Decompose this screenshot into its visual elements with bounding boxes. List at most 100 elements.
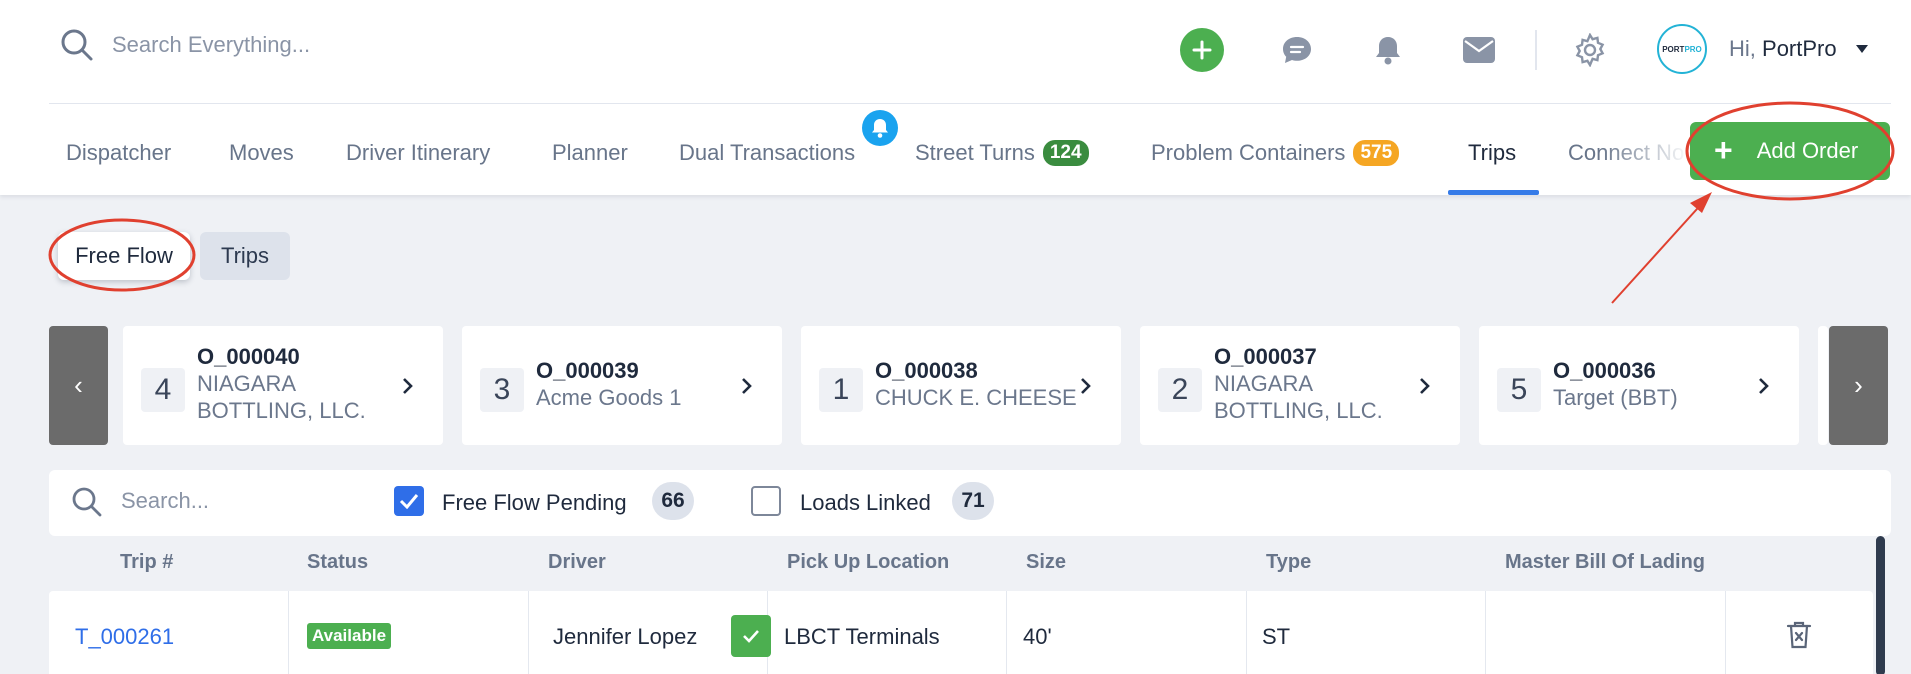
order-id: O_000040	[197, 344, 300, 369]
chevron-right-icon	[1081, 378, 1091, 394]
chevron-left-icon[interactable]: ‹	[49, 326, 108, 445]
greeting-prefix: Hi,	[1729, 36, 1756, 61]
annotation-arrowhead	[1690, 192, 1712, 213]
chevron-right-icon	[403, 378, 413, 394]
tab-dual-transactions[interactable]: Dual Transactions	[679, 140, 855, 166]
column-header-driver[interactable]: Driver	[548, 551, 606, 573]
trip-filter-bar: Free Flow Pending 66 Loads Linked 71	[49, 470, 1891, 536]
toggle-trips[interactable]: Trips	[200, 232, 290, 280]
loads-linked-count: 71	[952, 482, 994, 520]
order-customer: CHUCK E. CHEESE	[875, 385, 1077, 410]
notifications-button[interactable]	[1370, 24, 1406, 76]
tab-driver-itinerary[interactable]: Driver Itinerary	[346, 140, 490, 166]
avatar-text-a: PORT	[1662, 44, 1685, 54]
add-order-button[interactable]: + Add Order	[1690, 122, 1890, 180]
tab-label: Driver Itinerary	[346, 140, 491, 165]
free-flow-pending-count: 66	[652, 482, 694, 520]
order-customer: Acme Goods 1	[536, 385, 682, 410]
user-greeting[interactable]: Hi, PortPro	[1729, 36, 1837, 62]
order-customer: Target (BBT)	[1553, 385, 1678, 410]
global-search-input[interactable]	[112, 32, 512, 58]
settings-button[interactable]	[1570, 24, 1610, 76]
search-icon	[72, 487, 102, 517]
tab-problem-containers[interactable]: Problem Containers 575	[1151, 140, 1400, 166]
chevron-right-icon[interactable]: ›	[1829, 326, 1888, 445]
column-header-trip[interactable]: Trip #	[120, 551, 174, 573]
tab-trips[interactable]: Trips	[1468, 140, 1516, 166]
cell-divider	[528, 591, 529, 674]
order-id: O_000037	[1214, 344, 1317, 369]
dual-transactions-bell-icon	[862, 110, 898, 146]
tab-label: Problem Containers	[1151, 140, 1346, 165]
column-header-status[interactable]: Status	[307, 551, 369, 573]
order-move-count: 2	[1158, 368, 1202, 412]
order-card[interactable]: 3 O_000039 Acme Goods 1	[462, 326, 782, 445]
street-turns-count-badge: 124	[1042, 140, 1089, 166]
bell-icon	[1376, 37, 1400, 65]
container-type: ST	[1262, 624, 1291, 649]
tab-dispatcher[interactable]: Dispatcher	[66, 140, 171, 166]
cell-divider	[288, 591, 289, 674]
tab-street-turns[interactable]: Street Turns 124	[915, 140, 1089, 166]
loads-linked-label: Loads Linked	[800, 490, 931, 515]
user-name: PortPro	[1762, 36, 1837, 61]
table-row[interactable]: T_000261 Available Jennifer Lopez LBCT T…	[49, 591, 1873, 674]
order-card[interactable]: 5 O_000036 Target (BBT)	[1479, 326, 1799, 445]
driver-name: Jennifer Lopez	[553, 624, 698, 649]
tab-planner[interactable]: Planner	[552, 140, 628, 166]
order-customer-line2: BOTTLING, LLC.	[197, 398, 366, 423]
tab-label: Moves	[229, 140, 294, 165]
tab-label: Planner	[552, 140, 628, 165]
cell-divider	[1006, 591, 1007, 674]
trip-number-link[interactable]: T_000261	[75, 624, 175, 649]
cell-divider	[1485, 591, 1486, 674]
chevron-right-icon	[1420, 378, 1430, 394]
container-size: 40'	[1023, 624, 1052, 649]
global-search	[60, 28, 512, 62]
mail-button[interactable]	[1460, 24, 1498, 76]
free-flow-pending-checkbox[interactable]	[394, 486, 424, 516]
table-scrollbar[interactable]	[1876, 536, 1885, 674]
order-customer: NIAGARA	[1214, 371, 1314, 396]
order-card[interactable]: 2 O_000037 NIAGARA BOTTLING, LLC.	[1140, 326, 1460, 445]
column-header-type[interactable]: Type	[1266, 551, 1312, 573]
order-customer: NIAGARA	[197, 371, 297, 396]
driver-assigned-check-icon[interactable]	[731, 615, 771, 657]
order-id: O_000038	[875, 358, 978, 383]
chat-icon	[1283, 37, 1311, 63]
cell-divider	[1725, 591, 1726, 674]
search-icon	[61, 29, 93, 61]
column-header-pickup[interactable]: Pick Up Location	[787, 551, 950, 573]
order-id: O_000039	[536, 358, 639, 383]
caret-down-icon[interactable]	[1856, 45, 1868, 53]
toggle-free-flow[interactable]: Free Flow	[58, 232, 190, 280]
quick-add-button[interactable]	[1180, 28, 1224, 72]
order-id: O_000036	[1553, 358, 1656, 383]
annotation-arrow	[1611, 198, 1707, 304]
mail-icon	[1463, 37, 1495, 63]
order-card[interactable]: 1 O_000038 CHUCK E. CHEESE	[801, 326, 1121, 445]
trip-search-input[interactable]	[121, 488, 381, 514]
free-flow-pending-label: Free Flow Pending	[442, 490, 627, 515]
chat-button[interactable]	[1278, 24, 1316, 76]
avatar[interactable]: PORT PRO	[1657, 24, 1707, 74]
order-move-count: 4	[141, 368, 185, 412]
order-move-count: 1	[819, 368, 863, 412]
status-badge: Available	[307, 623, 392, 649]
chevron-right-icon	[1759, 378, 1769, 394]
column-header-size[interactable]: Size	[1026, 551, 1067, 573]
chevron-right-icon	[742, 378, 752, 394]
tab-label: Street Turns	[915, 140, 1035, 165]
problem-containers-count-badge: 575	[1353, 140, 1400, 166]
order-card[interactable]: 4 O_000040 NIAGARA BOTTLING, LLC.	[123, 326, 443, 445]
pickup-location: LBCT Terminals	[784, 624, 940, 649]
tab-moves[interactable]: Moves	[229, 140, 294, 166]
column-header-mbol[interactable]: Master Bill Of Lading	[1505, 551, 1706, 573]
tab-label: Trips	[1468, 140, 1517, 165]
loads-linked-checkbox[interactable]	[751, 486, 781, 516]
order-card-partial	[1818, 326, 1828, 445]
trash-icon[interactable]	[1786, 620, 1812, 650]
order-move-count: 3	[480, 368, 524, 412]
tab-label: Dispatcher	[66, 140, 172, 165]
